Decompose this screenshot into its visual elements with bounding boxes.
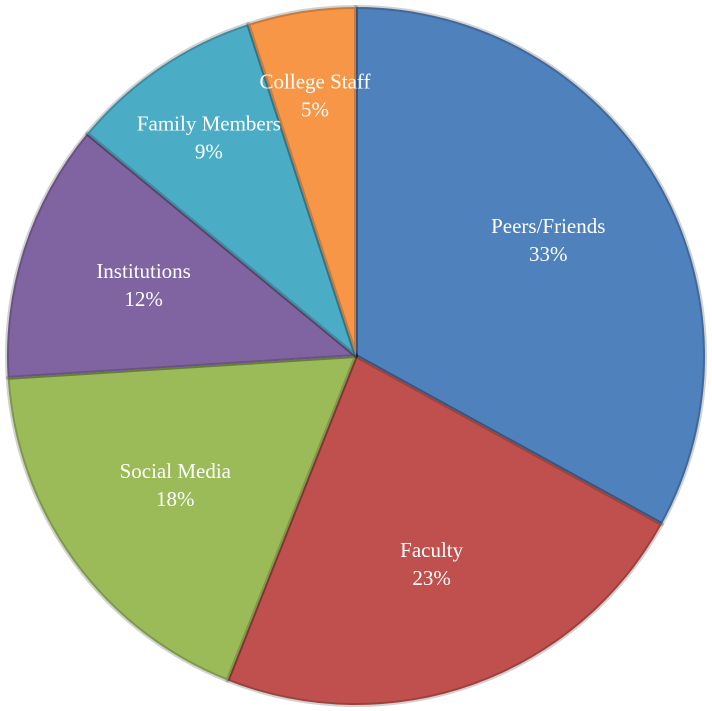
slice-label: Peers/Friends — [491, 214, 605, 238]
slice-value-label: 5% — [301, 97, 329, 121]
slice-value-label: 18% — [156, 487, 195, 511]
pie-slice — [85, 22, 358, 358]
pie-slice — [5, 131, 358, 380]
pie-slice — [246, 5, 358, 358]
pie-slice — [225, 354, 664, 707]
pie-slice — [354, 5, 707, 527]
slice-value-label: 12% — [124, 287, 163, 311]
slice-value-label: 33% — [529, 242, 568, 266]
slice-value-label: 9% — [195, 139, 223, 163]
slice-label: Faculty — [400, 538, 463, 562]
slice-label: Institutions — [96, 259, 191, 283]
slice-label: Family Members — [137, 111, 281, 135]
slice-value-label: 23% — [412, 566, 451, 590]
pie-slice — [5, 354, 358, 683]
slice-label: Social Media — [120, 459, 232, 483]
slice-label: College Staff — [260, 69, 371, 93]
